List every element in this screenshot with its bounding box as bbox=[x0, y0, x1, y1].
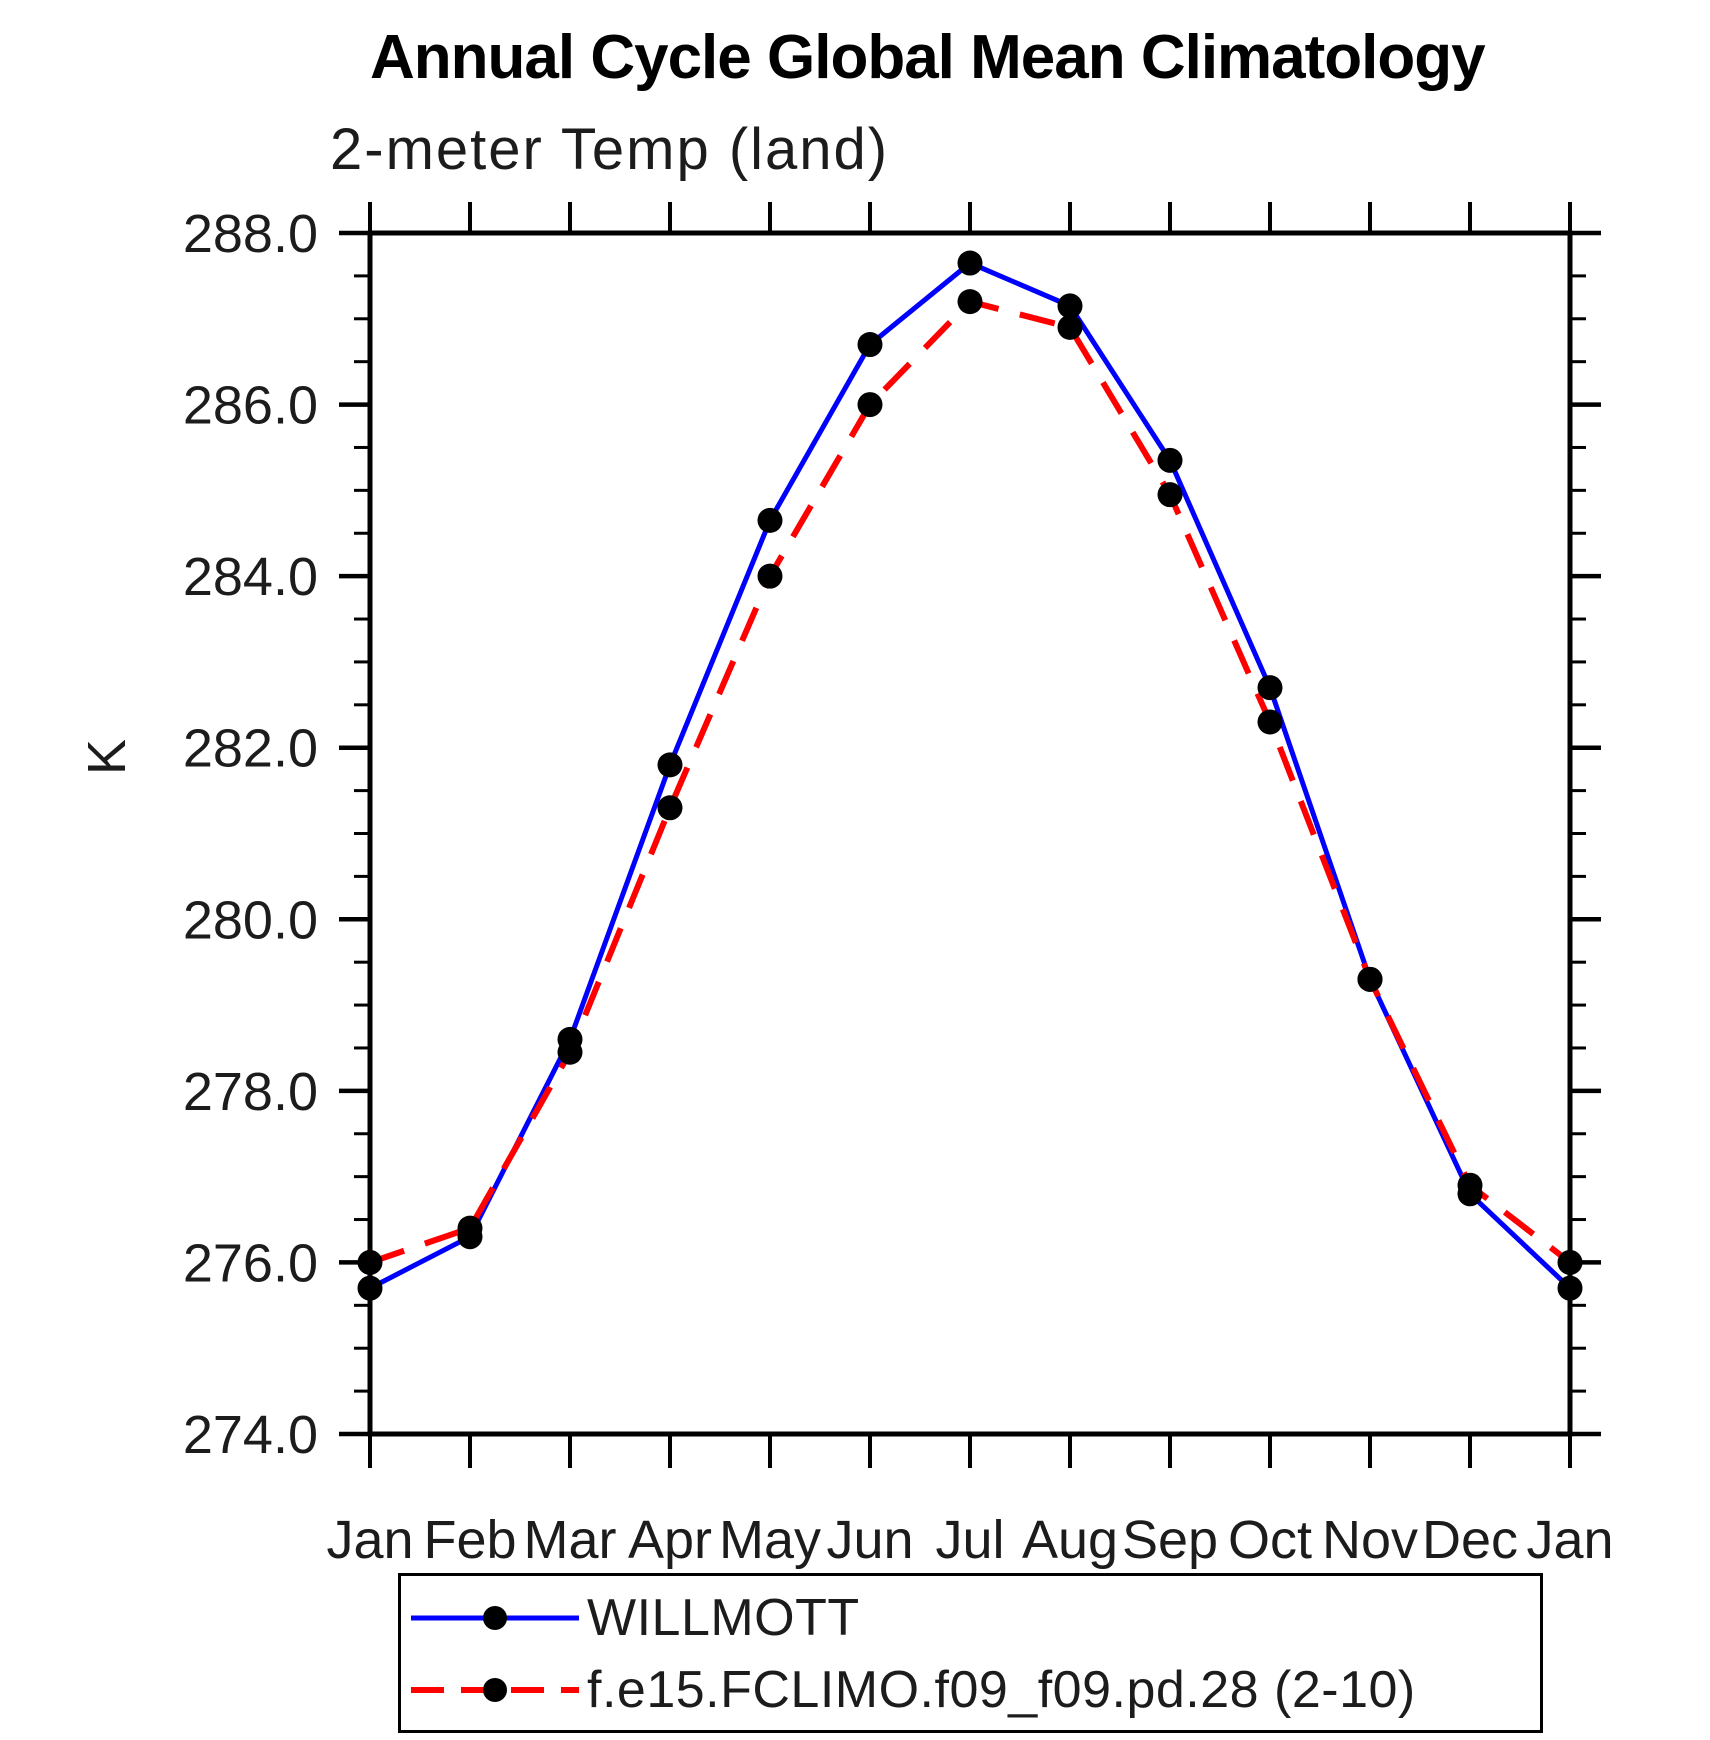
data-point-marker-1 bbox=[1557, 1249, 1583, 1275]
data-point-marker-0 bbox=[857, 332, 883, 358]
x-tick-label: Jun bbox=[826, 1510, 913, 1570]
x-tick-label: Dec bbox=[1422, 1510, 1518, 1570]
data-point-marker-1 bbox=[1157, 482, 1183, 508]
data-point-marker-1 bbox=[1257, 709, 1283, 735]
legend-marker-dot bbox=[483, 1606, 507, 1630]
data-point-marker-1 bbox=[757, 563, 783, 589]
chart-title: Annual Cycle Global Mean Climatology bbox=[370, 23, 1486, 92]
y-tick-label: 274.0 bbox=[183, 1405, 318, 1465]
data-point-marker-1 bbox=[1057, 314, 1083, 340]
x-tick-label: Sep bbox=[1122, 1510, 1218, 1570]
legend-sample-model bbox=[411, 1678, 579, 1702]
x-tick-label: Feb bbox=[423, 1510, 516, 1570]
x-tick-label: Jul bbox=[935, 1510, 1004, 1570]
data-point-marker-1 bbox=[357, 1249, 383, 1275]
data-point-marker-0 bbox=[1057, 293, 1083, 319]
legend-label-willmott: WILLMOTT bbox=[587, 1589, 860, 1647]
y-tick-label: 286.0 bbox=[183, 376, 318, 436]
data-point-marker-1 bbox=[557, 1039, 583, 1065]
data-point-marker-0 bbox=[1157, 447, 1183, 473]
series-line-0 bbox=[368, 260, 1572, 1291]
data-point-marker-1 bbox=[457, 1215, 483, 1241]
y-tick-label: 276.0 bbox=[183, 1233, 318, 1293]
data-point-marker-0 bbox=[1257, 675, 1283, 701]
legend-entry-willmott: WILLMOTT bbox=[407, 1588, 860, 1648]
plot-frame bbox=[367, 230, 1573, 1437]
data-point-marker-1 bbox=[957, 289, 983, 315]
x-tick-label: Nov bbox=[1322, 1510, 1418, 1570]
legend-marker-dot bbox=[483, 1678, 507, 1702]
data-point-marker-0 bbox=[957, 250, 983, 276]
y-tick-label: 282.0 bbox=[183, 719, 318, 779]
data-point-marker-1 bbox=[1457, 1172, 1483, 1198]
x-tick-label: May bbox=[719, 1510, 821, 1570]
data-point-marker-1 bbox=[857, 392, 883, 418]
y-tick-label: 288.0 bbox=[183, 204, 318, 264]
legend-entry-model: f.e15.FCLIMO.f09_f09.pd.28 (2-10) bbox=[407, 1660, 1416, 1720]
y-tick-label: 278.0 bbox=[183, 1062, 318, 1122]
y-tick-label: 280.0 bbox=[183, 890, 318, 950]
series-line-1 bbox=[369, 298, 1572, 1266]
data-point-marker-0 bbox=[657, 752, 683, 778]
legend-box: WILLMOTT f.e15.FCLIMO.f09_f09.pd.28 (2-1… bbox=[398, 1573, 1543, 1733]
x-tick-label: Jan bbox=[326, 1510, 413, 1570]
x-tick-label: Jan bbox=[1526, 1510, 1613, 1570]
data-point-marker-1 bbox=[657, 795, 683, 821]
data-point-marker-0 bbox=[357, 1275, 383, 1301]
chart-subtitle: 2-meter Temp (land) bbox=[330, 117, 890, 182]
x-tick-label: Mar bbox=[524, 1510, 617, 1570]
y-tick-label: 284.0 bbox=[183, 547, 318, 607]
legend-label-model: f.e15.FCLIMO.f09_f09.pd.28 (2-10) bbox=[587, 1661, 1416, 1719]
x-tick-label: Aug bbox=[1022, 1510, 1118, 1570]
legend-sample-willmott bbox=[411, 1606, 579, 1630]
data-point-marker-0 bbox=[757, 507, 783, 533]
data-point-marker-0 bbox=[1557, 1275, 1583, 1301]
data-point-marker-1 bbox=[1357, 966, 1383, 992]
x-tick-label: Oct bbox=[1228, 1510, 1312, 1570]
x-tick-label: Apr bbox=[628, 1510, 712, 1570]
